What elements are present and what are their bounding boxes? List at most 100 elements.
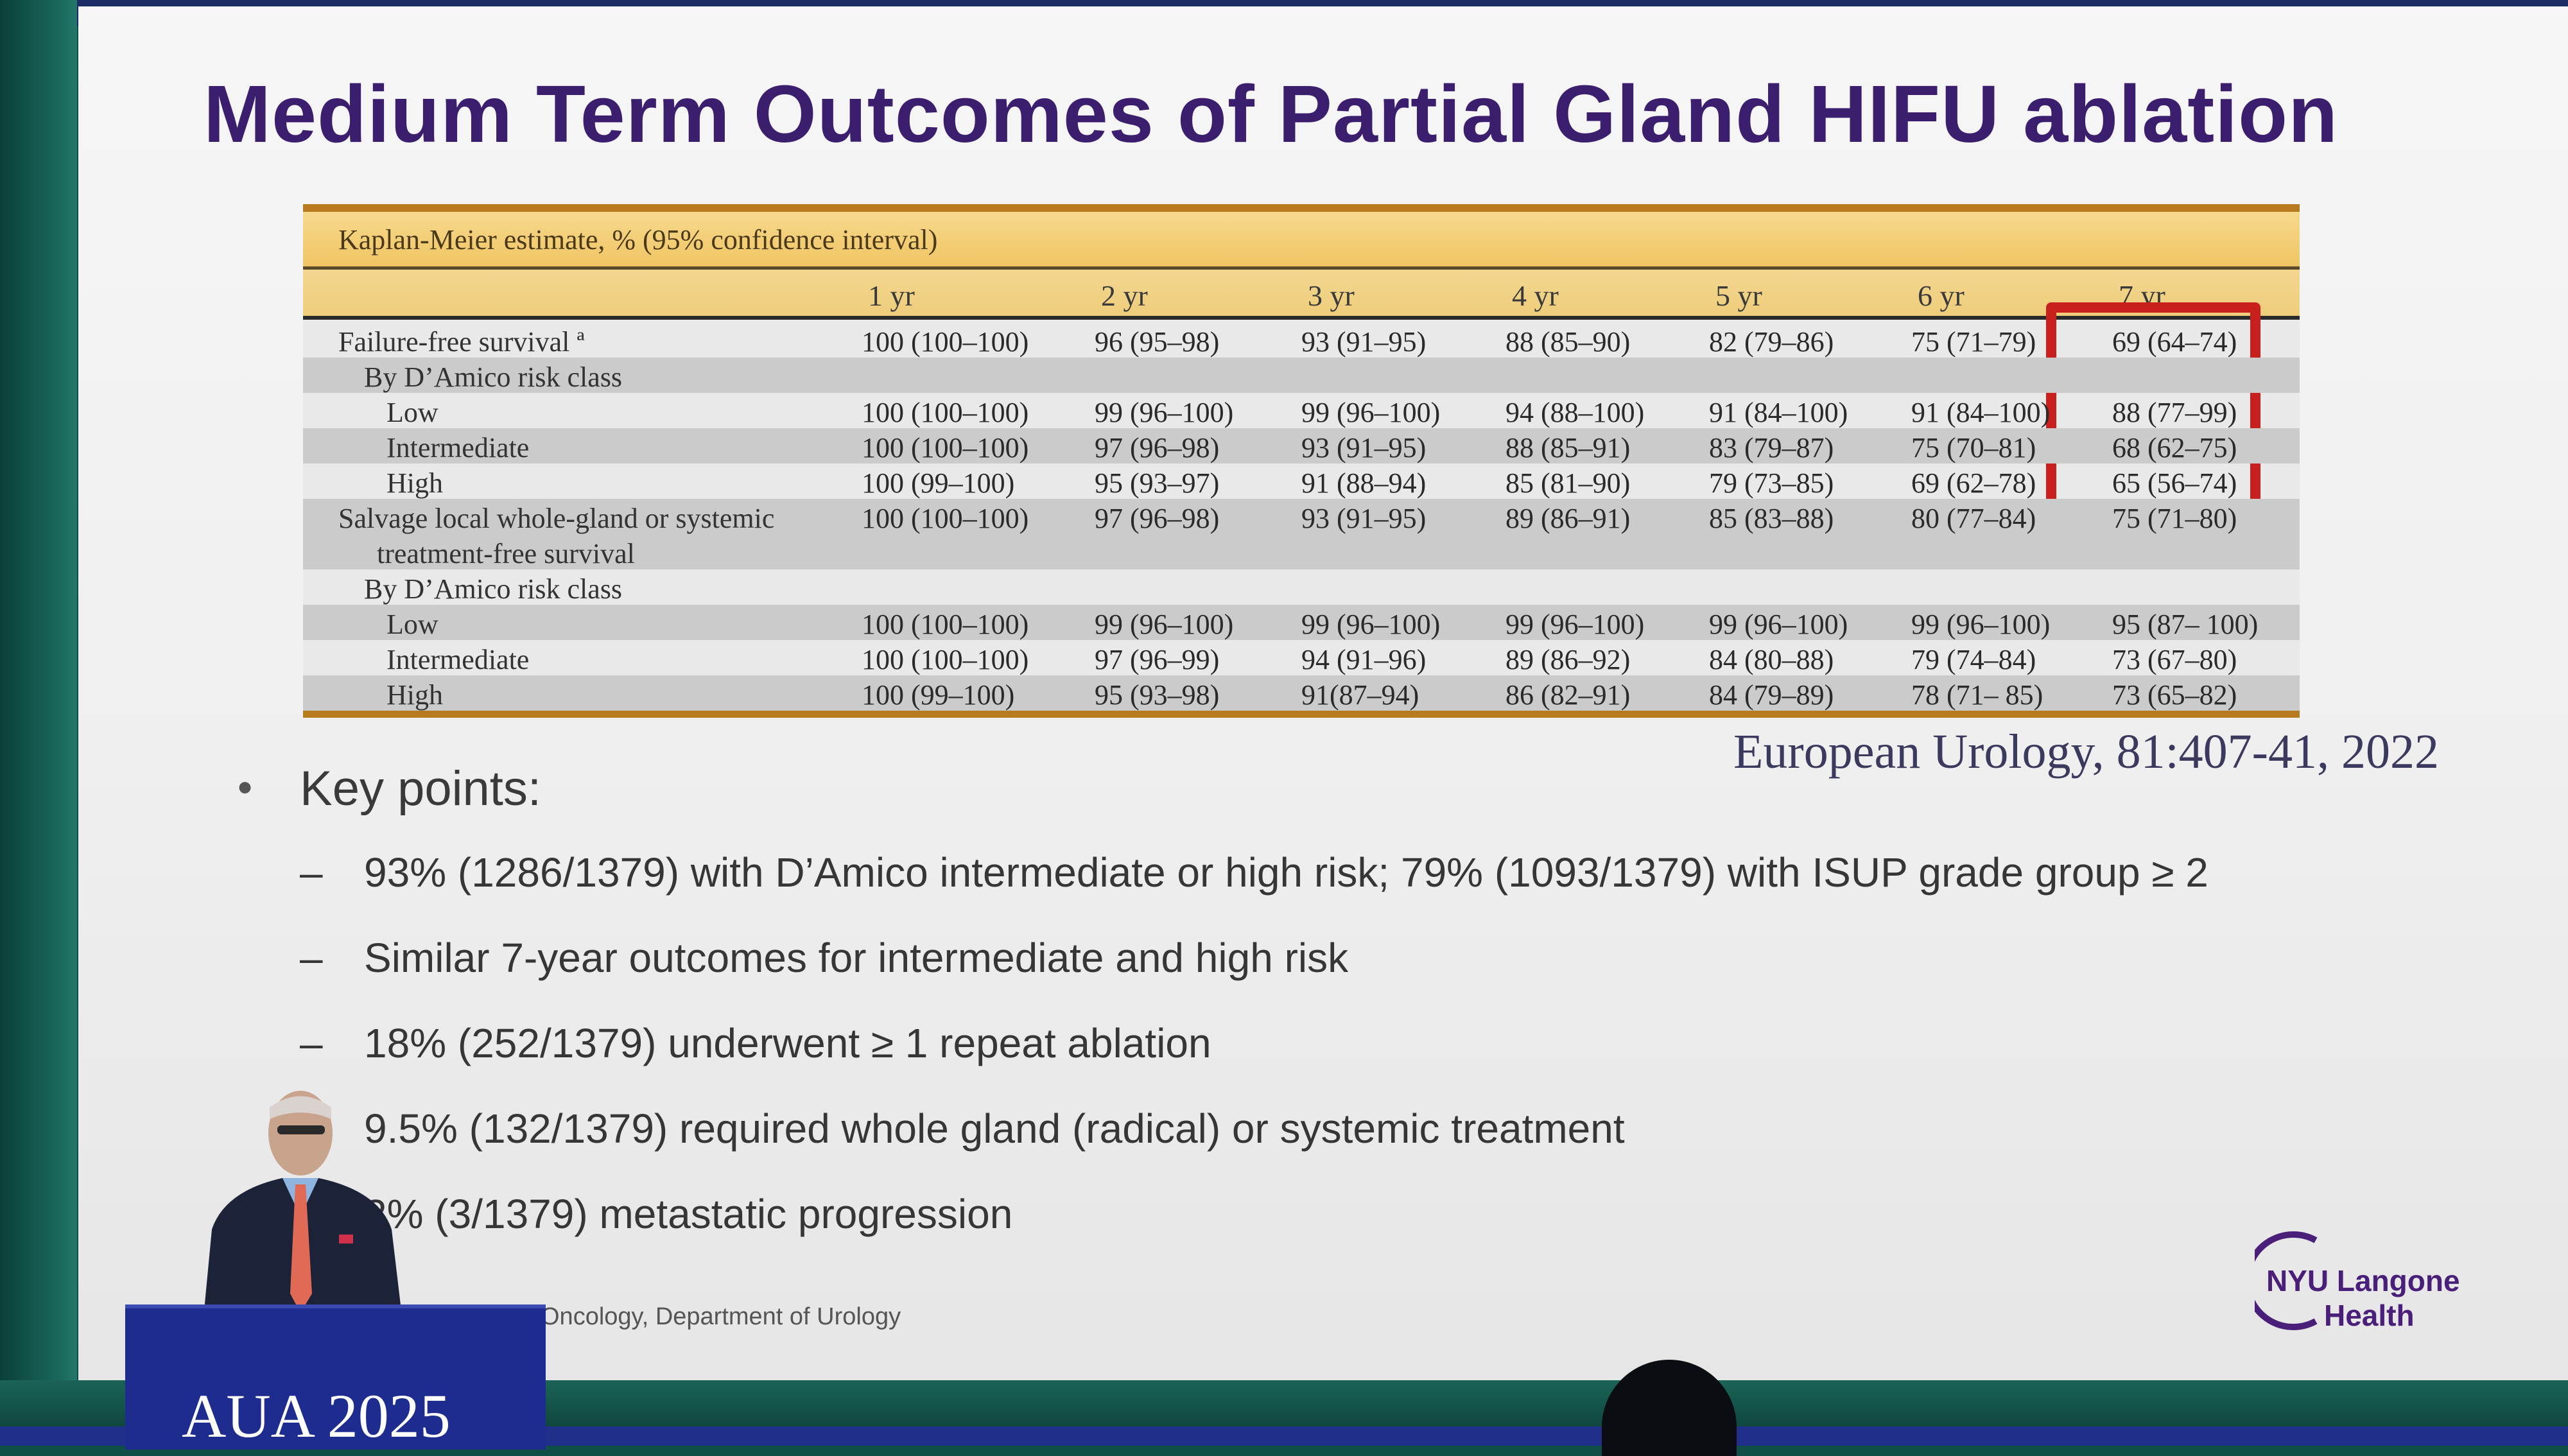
presentation-slide: Medium Term Outcomes of Partial Gland HI… (78, 6, 2568, 1380)
table-cell: 91 (84–100) (1911, 397, 2051, 428)
table-cell: 95 (93–97) (1095, 467, 1220, 499)
nyu-langone-logo: NYU Langone Health (2255, 1226, 2467, 1342)
table-cell: 88 (85–90) (1505, 326, 1631, 358)
table-cell: 93 (91–95) (1301, 326, 1427, 358)
table-cell: 69 (64–74) (2112, 326, 2237, 358)
bullet-icon: • (238, 763, 253, 811)
table-cell: 100 (100–100) (862, 397, 1029, 428)
table-cell: 97 (96–98) (1095, 503, 1220, 534)
table-cell: 73 (67–80) (2112, 644, 2237, 675)
table-row: Intermediate 100 (100–100) 97 (96–99) 94 (9… (303, 640, 2300, 675)
table-cell: 84 (80–88) (1709, 644, 1834, 675)
kaplan-meier-table: Kaplan-Meier estimate, % (95% confidence… (303, 204, 2300, 718)
slide-title: Medium Term Outcomes of Partial Gland HI… (204, 69, 2339, 159)
table-cell: 78 (71– 85) (1911, 679, 2043, 711)
citation: European Urology, 81:407-41, 2022 (1733, 725, 2439, 779)
column-header: 5 yr (1715, 279, 1762, 312)
table-cell: 69 (62–78) (1911, 467, 2036, 499)
podium: AUA 2025 (125, 1304, 546, 1450)
table-cell: 68 (62–75) (2112, 432, 2237, 464)
table-row: High 100 (99–100) 95 (93–97) 91 (88–94) 85 (… (303, 464, 2300, 499)
table-cell: 96 (95–98) (1095, 326, 1220, 358)
table-cell: 99 (96–100) (1301, 609, 1441, 640)
table-cell: 99 (96–100) (1911, 609, 2051, 640)
dash-bullet-icon: – (300, 935, 323, 981)
table-cell: 97 (96–98) (1095, 432, 1220, 464)
table-cell: 89 (86–91) (1505, 503, 1631, 534)
table-cell: 95 (93–98) (1095, 679, 1220, 711)
table-row: Low 100 (100–100) 99 (96–100) 99 (96–100) 94… (303, 393, 2300, 428)
table-cell: 75 (71–79) (1911, 326, 2036, 358)
row-label: Salvage local whole-gland or systemic (338, 503, 775, 534)
table-cell: 91 (84–100) (1709, 397, 1848, 428)
sub-point-text: 2% (3/1379) metastatic progression (364, 1191, 1013, 1237)
column-header: 1 yr (868, 279, 915, 312)
sub-point-text: Similar 7-year outcomes for intermediate… (364, 935, 1349, 981)
table-row: By D’Amico risk class (303, 358, 2300, 393)
row-label: High (386, 679, 443, 711)
nyu-langone-logo-icon (2255, 1231, 2318, 1330)
table-cell: 84 (79–89) (1709, 679, 1834, 711)
row-label: High (386, 467, 443, 499)
table-cell: 100 (99–100) (862, 679, 1015, 711)
table-cell: 85 (81–90) (1505, 467, 1631, 499)
sub-point-text: 93% (1286/1379) with D’Amico intermediat… (364, 849, 2208, 896)
table-cell: 95 (87– 100) (2112, 609, 2259, 640)
table-row: High 100 (99–100) 95 (93–98) 91(87–94) 86 (8… (303, 675, 2300, 711)
table-cell: 100 (100–100) (862, 326, 1029, 358)
table-cell: 100 (99–100) (862, 467, 1015, 499)
table-cell: 94 (88–100) (1505, 397, 1645, 428)
table-header-row: 1 yr 2 yr 3 yr 4 yr 5 yr 6 yr 7 yr (303, 270, 2300, 320)
table-cell: 99 (96–100) (1301, 397, 1441, 428)
table-cell: 93 (91–95) (1301, 432, 1427, 464)
table-cell: 79 (74–84) (1911, 644, 2036, 675)
table-cell: 97 (96–99) (1095, 644, 1220, 675)
row-label: Low (386, 609, 438, 640)
row-label: By D’Amico risk class (364, 361, 623, 393)
row-label-continued: treatment-free survival (377, 538, 635, 569)
row-label: Intermediate (386, 644, 530, 675)
table-row: Salvage local whole-gland or systemic tre… (303, 499, 2300, 569)
column-header: 2 yr (1101, 279, 1148, 312)
logo-line-2: Health (2324, 1299, 2415, 1332)
table-cell: 91 (88–94) (1301, 467, 1427, 499)
column-header: 3 yr (1308, 279, 1355, 312)
table-cell: 80 (77–84) (1911, 503, 2036, 534)
key-points-heading: Key points: (300, 761, 541, 816)
table-cell: 86 (82–91) (1505, 679, 1631, 711)
table-cell: 100 (100–100) (862, 609, 1029, 640)
podium-text: AUA 2025 (182, 1382, 451, 1450)
table-cell: 73 (65–82) (2112, 679, 2237, 711)
table-row: Low 100 (100–100) 99 (96–100) 99 (96–100) 99… (303, 605, 2300, 640)
table-cell: 99 (96–100) (1505, 609, 1645, 640)
table-cell: 100 (100–100) (862, 503, 1029, 534)
table-cell: 93 (91–95) (1301, 503, 1427, 534)
table-caption: Kaplan-Meier estimate, % (95% confidence… (303, 212, 2300, 270)
table-cell: 85 (83–88) (1709, 503, 1834, 534)
table-row: By D’Amico risk class (303, 569, 2300, 605)
stage-left-wall (0, 0, 77, 1446)
table-cell: 82 (79–86) (1709, 326, 1834, 358)
dash-bullet-icon: – (300, 1020, 323, 1066)
column-header: 6 yr (1918, 279, 1965, 312)
table-cell: 83 (79–87) (1709, 432, 1834, 464)
table-cell: 99 (96–100) (1095, 609, 1234, 640)
table-cell: 94 (91–96) (1301, 644, 1427, 675)
logo-line-1: NYU Langone (2266, 1264, 2460, 1297)
sub-point-text: 9.5% (132/1379) required whole gland (ra… (364, 1105, 1625, 1152)
table-cell: 100 (100–100) (862, 644, 1029, 675)
row-label: By D’Amico risk class (364, 573, 623, 605)
table-cell: 99 (96–100) (1095, 397, 1234, 428)
table-cell: 79 (73–85) (1709, 467, 1834, 499)
table-cell: 75 (70–81) (1911, 432, 2036, 464)
table-cell: 91(87–94) (1301, 679, 1419, 711)
table-cell: 75 (71–80) (2112, 503, 2237, 534)
table-cell: 88 (85–91) (1505, 432, 1631, 464)
row-label: Failure-free survival ª (338, 326, 585, 358)
table-row: Intermediate 100 (100–100) 97 (96–98) 93 (9… (303, 428, 2300, 464)
table-cell: 65 (56–74) (2112, 467, 2237, 499)
table-row: Failure-free survival ª 100 (100–100) 96 (… (303, 322, 2300, 358)
table-cell: 100 (100–100) (862, 432, 1029, 464)
table-cell: 88 (77–99) (2112, 397, 2237, 428)
slide-footer: Oncology, Department of Urology (541, 1303, 901, 1330)
